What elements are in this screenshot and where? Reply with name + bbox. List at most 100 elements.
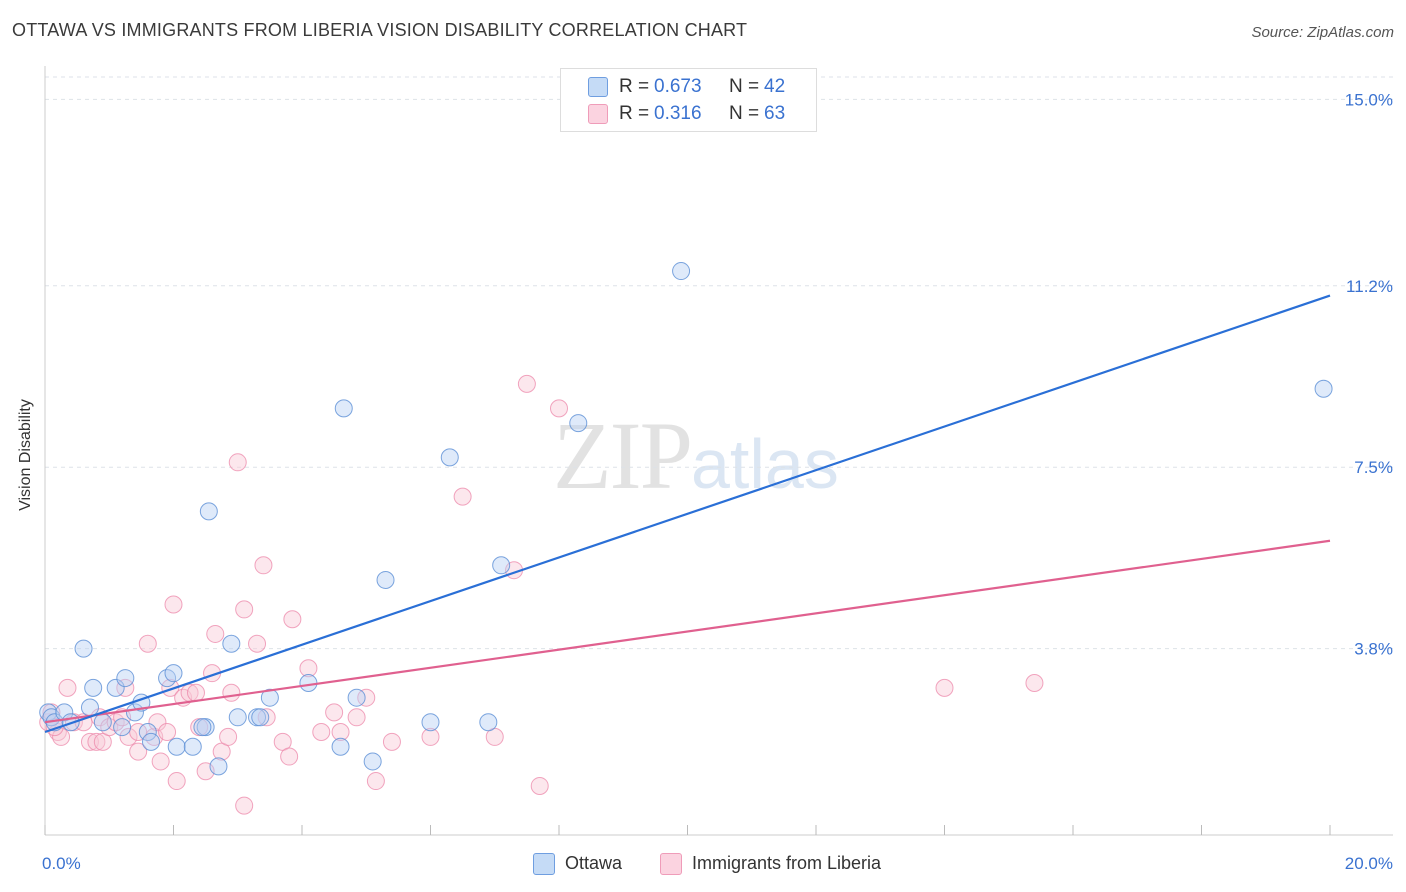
liberia-points <box>39 374 1044 815</box>
liberia-point <box>129 723 148 742</box>
ottawa-point <box>260 688 279 707</box>
liberia-point <box>280 747 299 766</box>
ottawa-point <box>440 448 459 467</box>
ottawa-point <box>55 703 74 722</box>
ottawa-r-label: R = <box>619 76 650 97</box>
chart-title: OTTAWA VS IMMIGRANTS FROM LIBERIA VISION… <box>12 20 748 40</box>
ottawa-point <box>347 688 366 707</box>
ottawa-point <box>251 708 270 727</box>
y-tick-label: 7.5% <box>1354 458 1393 477</box>
liberia-point <box>254 556 273 575</box>
ottawa-point <box>113 718 132 737</box>
liberia-point <box>550 399 568 418</box>
liberia-point <box>222 683 241 702</box>
ottawa-point <box>193 718 212 737</box>
liberia-point <box>80 732 99 751</box>
ottawa-point <box>80 698 99 717</box>
liberia-point <box>366 772 385 791</box>
liberia-point <box>530 776 549 795</box>
ottawa-point <box>299 673 318 692</box>
ottawa-point <box>84 678 103 697</box>
ottawa-point <box>479 713 498 732</box>
correlation-legend: R = 0.673 N = 42 R = 0.316 N = 63 <box>560 68 817 132</box>
liberia-r-value: 0.316 <box>654 103 702 124</box>
liberia-point <box>87 732 106 751</box>
axis-layer <box>44 66 1393 836</box>
ottawa-r-value: 0.673 <box>654 76 702 97</box>
liberia-point <box>228 453 247 472</box>
x-tick-label-right: 20.0% <box>1345 854 1393 873</box>
source-label: Source: ZipAtlas.com <box>1251 24 1394 41</box>
liberia-point <box>206 624 225 643</box>
liberia-point <box>219 727 238 746</box>
liberia-point <box>161 678 180 697</box>
ottawa-point <box>164 664 183 683</box>
liberia-point <box>421 727 440 746</box>
ottawa-point <box>199 502 218 521</box>
ottawa-point <box>106 678 125 697</box>
liberia-point <box>382 732 401 751</box>
ottawa-point <box>93 713 112 732</box>
ottawa-point <box>376 571 395 589</box>
ottawa-point <box>363 752 382 771</box>
ottawa-point <box>1314 379 1333 398</box>
liberia-point <box>935 678 954 697</box>
liberia-point <box>357 688 376 707</box>
ottawa-point <box>334 399 353 418</box>
liberia-point <box>283 610 302 629</box>
x-tick-label-left: 0.0% <box>42 854 81 873</box>
liberia-point <box>158 723 177 742</box>
liberia-point <box>299 659 318 678</box>
ottawa-point <box>492 556 511 575</box>
ottawa-point <box>421 713 440 732</box>
liberia-point <box>312 723 331 742</box>
y-tick-label: 3.8% <box>1354 640 1393 659</box>
liberia-point <box>347 708 366 727</box>
liberia-point <box>453 487 472 506</box>
liberia-point <box>164 595 183 614</box>
trend-layer <box>44 294 1331 734</box>
liberia-point <box>1025 673 1044 692</box>
ottawa-trend-line <box>44 294 1331 734</box>
liberia-n-label: N = <box>729 103 760 124</box>
ottawa-point <box>167 737 186 756</box>
liberia-point <box>257 708 276 727</box>
ottawa-point <box>183 737 202 756</box>
ottawa-point <box>74 639 93 658</box>
liberia-point <box>119 727 138 746</box>
liberia-trend-line <box>44 539 1331 724</box>
ottawa-point <box>142 732 161 751</box>
liberia-point <box>138 634 157 653</box>
liberia-point <box>325 703 344 722</box>
liberia-point <box>148 713 167 732</box>
liberia-point <box>331 723 350 742</box>
liberia-point <box>235 600 254 619</box>
ottawa-legend-swatch <box>533 853 555 875</box>
ottawa-point <box>209 757 228 776</box>
liberia-point <box>517 374 536 393</box>
ottawa-legend-label: Ottawa <box>565 853 623 873</box>
ottawa-point <box>569 414 588 433</box>
liberia-point <box>248 634 267 653</box>
liberia-point <box>129 742 148 761</box>
y-tick-label: 15.0% <box>1345 90 1393 109</box>
liberia-point <box>58 678 77 697</box>
ottawa-point <box>331 737 350 756</box>
ottawa-point <box>222 634 241 653</box>
ottawa-point <box>672 262 691 281</box>
ottawa-point <box>228 708 247 727</box>
ottawa-point <box>116 669 135 688</box>
liberia-point <box>186 683 205 702</box>
liberia-n-value: 63 <box>764 103 786 124</box>
liberia-point <box>116 678 135 697</box>
liberia-r-label: R = <box>619 103 650 124</box>
y-tick-label: 11.2% <box>1346 277 1393 296</box>
ottawa-n-value: 42 <box>764 76 786 97</box>
liberia-point <box>235 796 254 815</box>
tick-label-layer: 3.8% 7.5% 11.2% 15.0% 0.0% 20.0% <box>42 90 1393 873</box>
ottawa-n-label: N = <box>729 76 760 97</box>
liberia-legend-label: Immigrants from Liberia <box>692 853 882 873</box>
liberia-legend-swatch <box>660 853 682 875</box>
liberia-swatch <box>588 104 608 124</box>
